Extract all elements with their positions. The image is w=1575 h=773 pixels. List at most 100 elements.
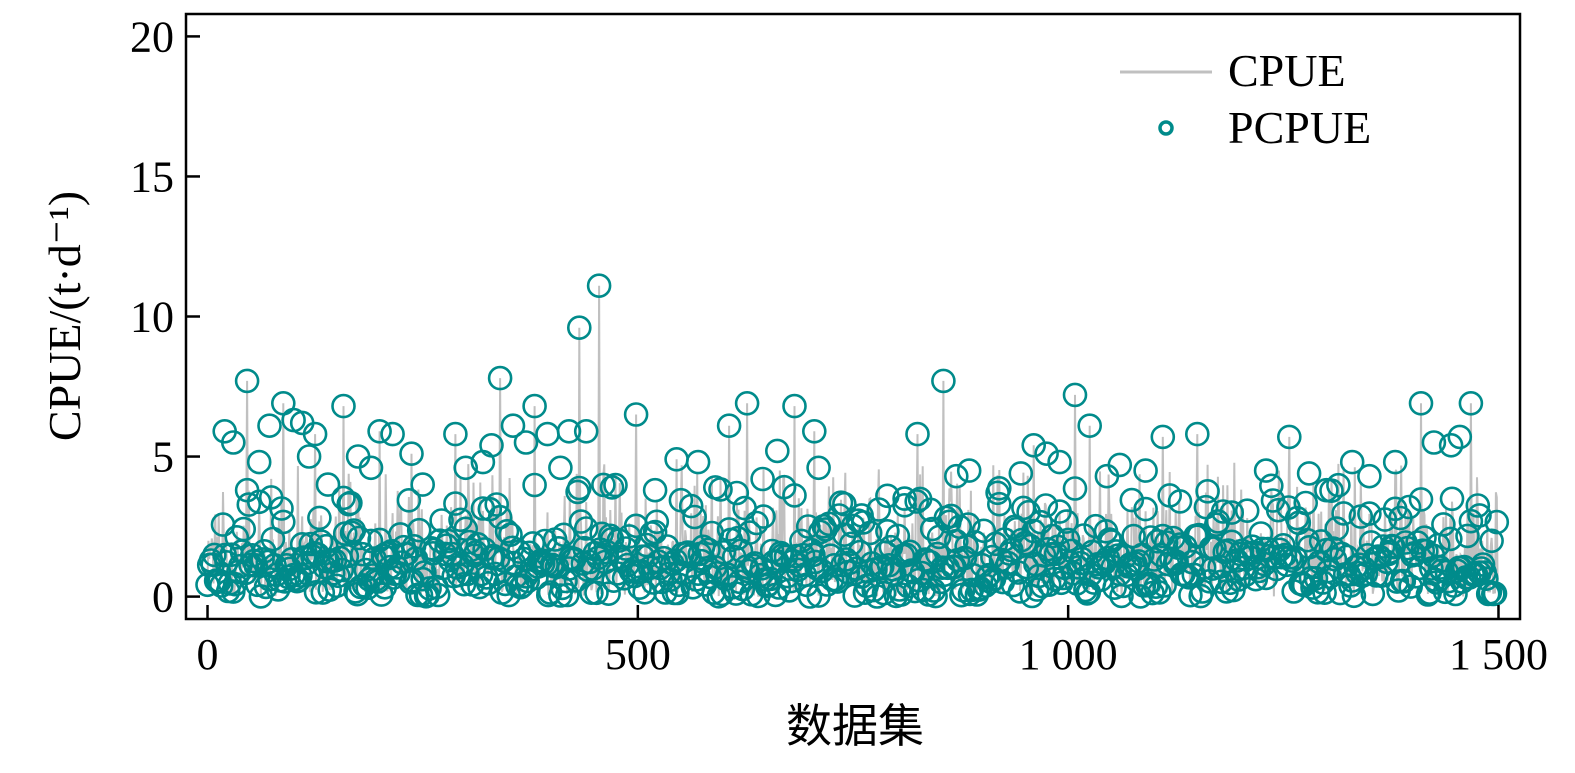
pcpue-point (243, 552, 268, 578)
pcpue-point (484, 492, 510, 517)
pcpue-point (606, 528, 632, 553)
pcpue-point (973, 573, 998, 599)
x-tick-label: 1 500 (1449, 630, 1548, 679)
pcpue-point (358, 528, 384, 554)
pcpue-point (1000, 572, 1026, 598)
pcpue-point (623, 402, 649, 427)
pcpue-point (1277, 424, 1302, 450)
pcpue-point (1482, 581, 1508, 606)
pcpue-point (554, 582, 580, 608)
pcpue-point (231, 516, 256, 542)
pcpue-point (696, 537, 721, 563)
y-tick-label: 0 (152, 573, 174, 622)
pcpue-point (734, 390, 760, 416)
legend-pcpue-swatch (1158, 120, 1174, 136)
pcpue-point (494, 518, 520, 544)
pcpue-point (1133, 458, 1158, 483)
pcpue-point (500, 413, 526, 439)
pcpue-point (682, 504, 707, 530)
pcpue-point (506, 539, 532, 564)
pcpue-point (904, 489, 930, 514)
pcpue-point (1484, 509, 1510, 535)
pcpue-point (1062, 382, 1088, 408)
pcpue-point (410, 472, 436, 497)
pcpue-point (642, 519, 668, 545)
pcpue-point (1259, 473, 1284, 499)
pcpue-point (1004, 516, 1029, 542)
pcpue-point (716, 413, 742, 439)
pcpue-point (1150, 424, 1176, 450)
pcpue-point (566, 475, 592, 501)
pcpue-point (315, 472, 341, 497)
pcpue-point (236, 492, 262, 517)
x-tick-label: 0 (197, 630, 219, 679)
pcpue-point (956, 458, 982, 483)
pcpue-point (1008, 461, 1034, 486)
pcpue-point (513, 430, 539, 455)
pcpue-point (367, 418, 392, 444)
pcpue-point (396, 487, 422, 513)
pcpue-point (1382, 449, 1408, 475)
pcpue-point (1119, 487, 1145, 513)
pcpue-point (875, 483, 900, 509)
pcpue-point (1415, 582, 1441, 607)
pcpue-point (1391, 569, 1417, 594)
pcpue-point (764, 438, 790, 464)
pcpue-point (329, 557, 355, 583)
pcpue-point (584, 580, 609, 606)
pcpue-point (1248, 521, 1274, 546)
pcpue-point (782, 393, 807, 419)
pcpue-point (813, 517, 838, 542)
pcpue-point (1077, 413, 1102, 439)
pcpue-point (1253, 458, 1279, 483)
pcpue-point (1408, 487, 1434, 512)
pcpue-point (1324, 516, 1349, 541)
pcpue-point (399, 441, 424, 467)
pcpue-point (202, 542, 227, 568)
pcpue-point (866, 497, 892, 522)
pcpue-point (1226, 567, 1251, 592)
pcpue-point (535, 582, 561, 608)
pcpue-point (1458, 390, 1484, 416)
pcpue-point (725, 525, 751, 551)
pcpue-point (1293, 490, 1318, 516)
pcpue-point (943, 463, 969, 489)
pcpue-point (931, 368, 956, 394)
pcpue-point (535, 421, 560, 447)
pcpue-point (358, 455, 384, 481)
pcpue-point (363, 567, 389, 592)
pcpue-point (345, 444, 371, 469)
pcpue-point (986, 491, 1012, 517)
pcpue-point (1054, 509, 1079, 534)
pcpue-point (642, 477, 668, 503)
pcpue-point (551, 522, 577, 548)
pcpue-point (678, 493, 704, 519)
y-tick-label: 20 (130, 12, 174, 61)
pcpue-point (1279, 548, 1305, 573)
pcpue-point (246, 449, 272, 475)
legend-cpue-label: CPUE (1228, 45, 1346, 96)
pcpue-point (522, 472, 547, 498)
pcpue-point (644, 509, 670, 535)
y-tick-label: 5 (152, 433, 174, 482)
pcpue-point (1143, 574, 1169, 600)
pcpue-point (1028, 509, 1053, 535)
pcpue-point (566, 315, 592, 341)
pcpue-point (838, 531, 864, 557)
pcpue-point (1234, 498, 1260, 524)
pcpue-point (269, 496, 294, 521)
pcpue-point (1269, 544, 1294, 570)
pcpue-point (288, 563, 313, 588)
pcpue-point (1419, 556, 1444, 581)
pcpue-point (1357, 463, 1382, 489)
pcpue-point (224, 524, 250, 550)
pcpue-series (195, 273, 1510, 609)
pcpue-point (302, 421, 328, 447)
pcpue-point (443, 421, 468, 447)
pcpue-point (955, 512, 981, 537)
pcpue-point (1007, 579, 1033, 604)
pcpue-point (806, 455, 831, 481)
pcpue-point (443, 491, 468, 516)
legend: CPUE PCPUE (1120, 45, 1371, 153)
